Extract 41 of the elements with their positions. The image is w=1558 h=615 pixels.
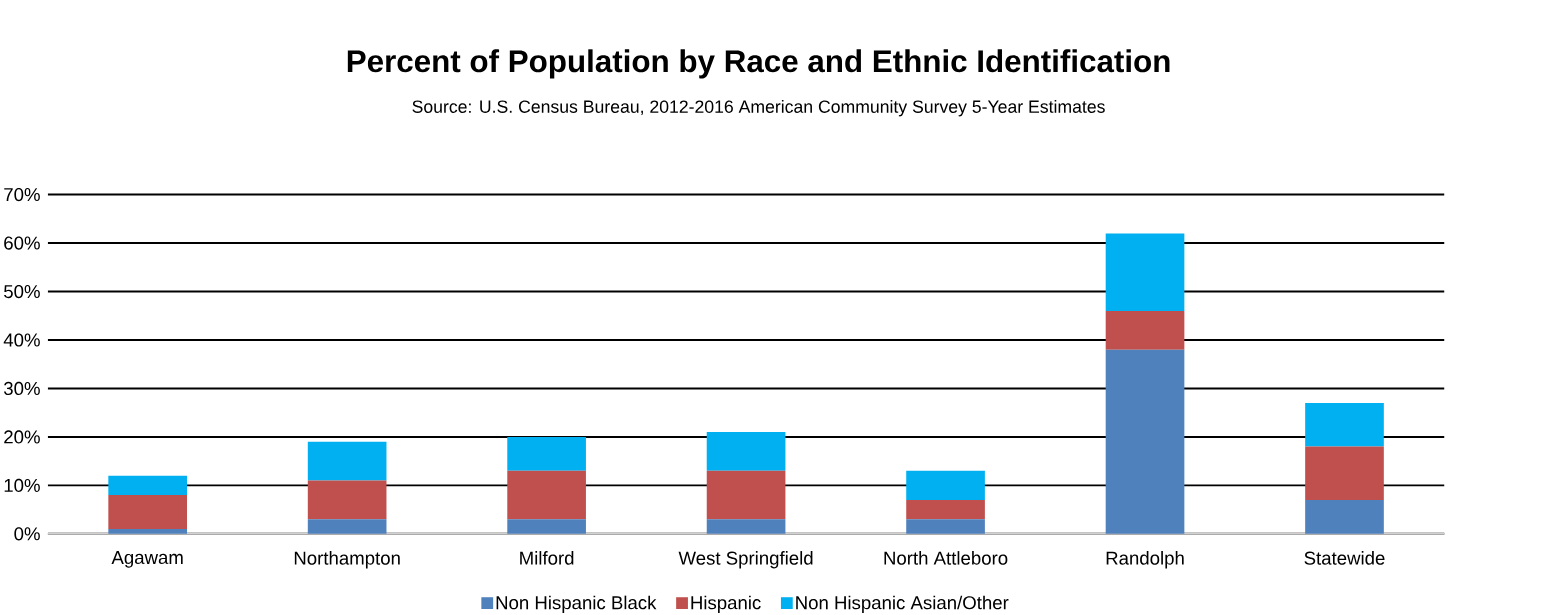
x-tick-label: Randolph: [1106, 551, 1184, 569]
legend-label: Non Hispanic Black: [496, 595, 657, 614]
bar: [108, 475, 187, 496]
legend-label: Hispanic: [691, 595, 761, 614]
x-tick-label: North Attleboro: [884, 551, 1008, 565]
bar: [108, 529, 187, 535]
bar: [906, 519, 985, 535]
y-tick-label: 0%: [14, 527, 40, 541]
y-tick-label: 70%: [4, 188, 40, 202]
bar: [1305, 446, 1384, 501]
chart-subtitle: Source: U.S. Census Bureau, 2012-2016 American Community Survey 5-Year Estimates: [412, 100, 1105, 117]
y-tick-label: 60%: [4, 236, 40, 250]
bar: [307, 442, 387, 481]
bar: [1305, 403, 1384, 447]
legend-label: Non Hispanic Asian/Other: [796, 595, 1009, 614]
bar: [307, 480, 387, 520]
x-tick-label: Milford: [520, 551, 574, 565]
bar: [507, 437, 586, 472]
bar: [1305, 500, 1384, 535]
bar: [906, 471, 985, 501]
bar: [507, 471, 586, 520]
y-tick-label: 20%: [4, 430, 40, 444]
bar: [706, 432, 786, 472]
bar: [1105, 233, 1185, 312]
y-tick-label: 10%: [4, 479, 40, 493]
y-tick-label: 30%: [3, 382, 40, 396]
bar: [706, 471, 786, 520]
bar: [507, 519, 586, 535]
bar: [906, 500, 985, 520]
bar: [1105, 349, 1185, 535]
bar: [1105, 311, 1185, 350]
bar: [307, 519, 387, 535]
y-tick-label: 50%: [4, 285, 40, 299]
x-tick-label: Agawam: [111, 551, 183, 568]
bar: [706, 519, 786, 535]
y-tick-label: 40%: [3, 333, 40, 347]
x-tick-label: Statewide: [1304, 551, 1385, 565]
bar: [108, 495, 187, 530]
x-tick-label: West Springfield: [678, 551, 813, 569]
chart-title: Percent of Population by Race and Ethnic Identification: [347, 49, 1170, 79]
x-tick-label: Northampton: [294, 551, 400, 569]
